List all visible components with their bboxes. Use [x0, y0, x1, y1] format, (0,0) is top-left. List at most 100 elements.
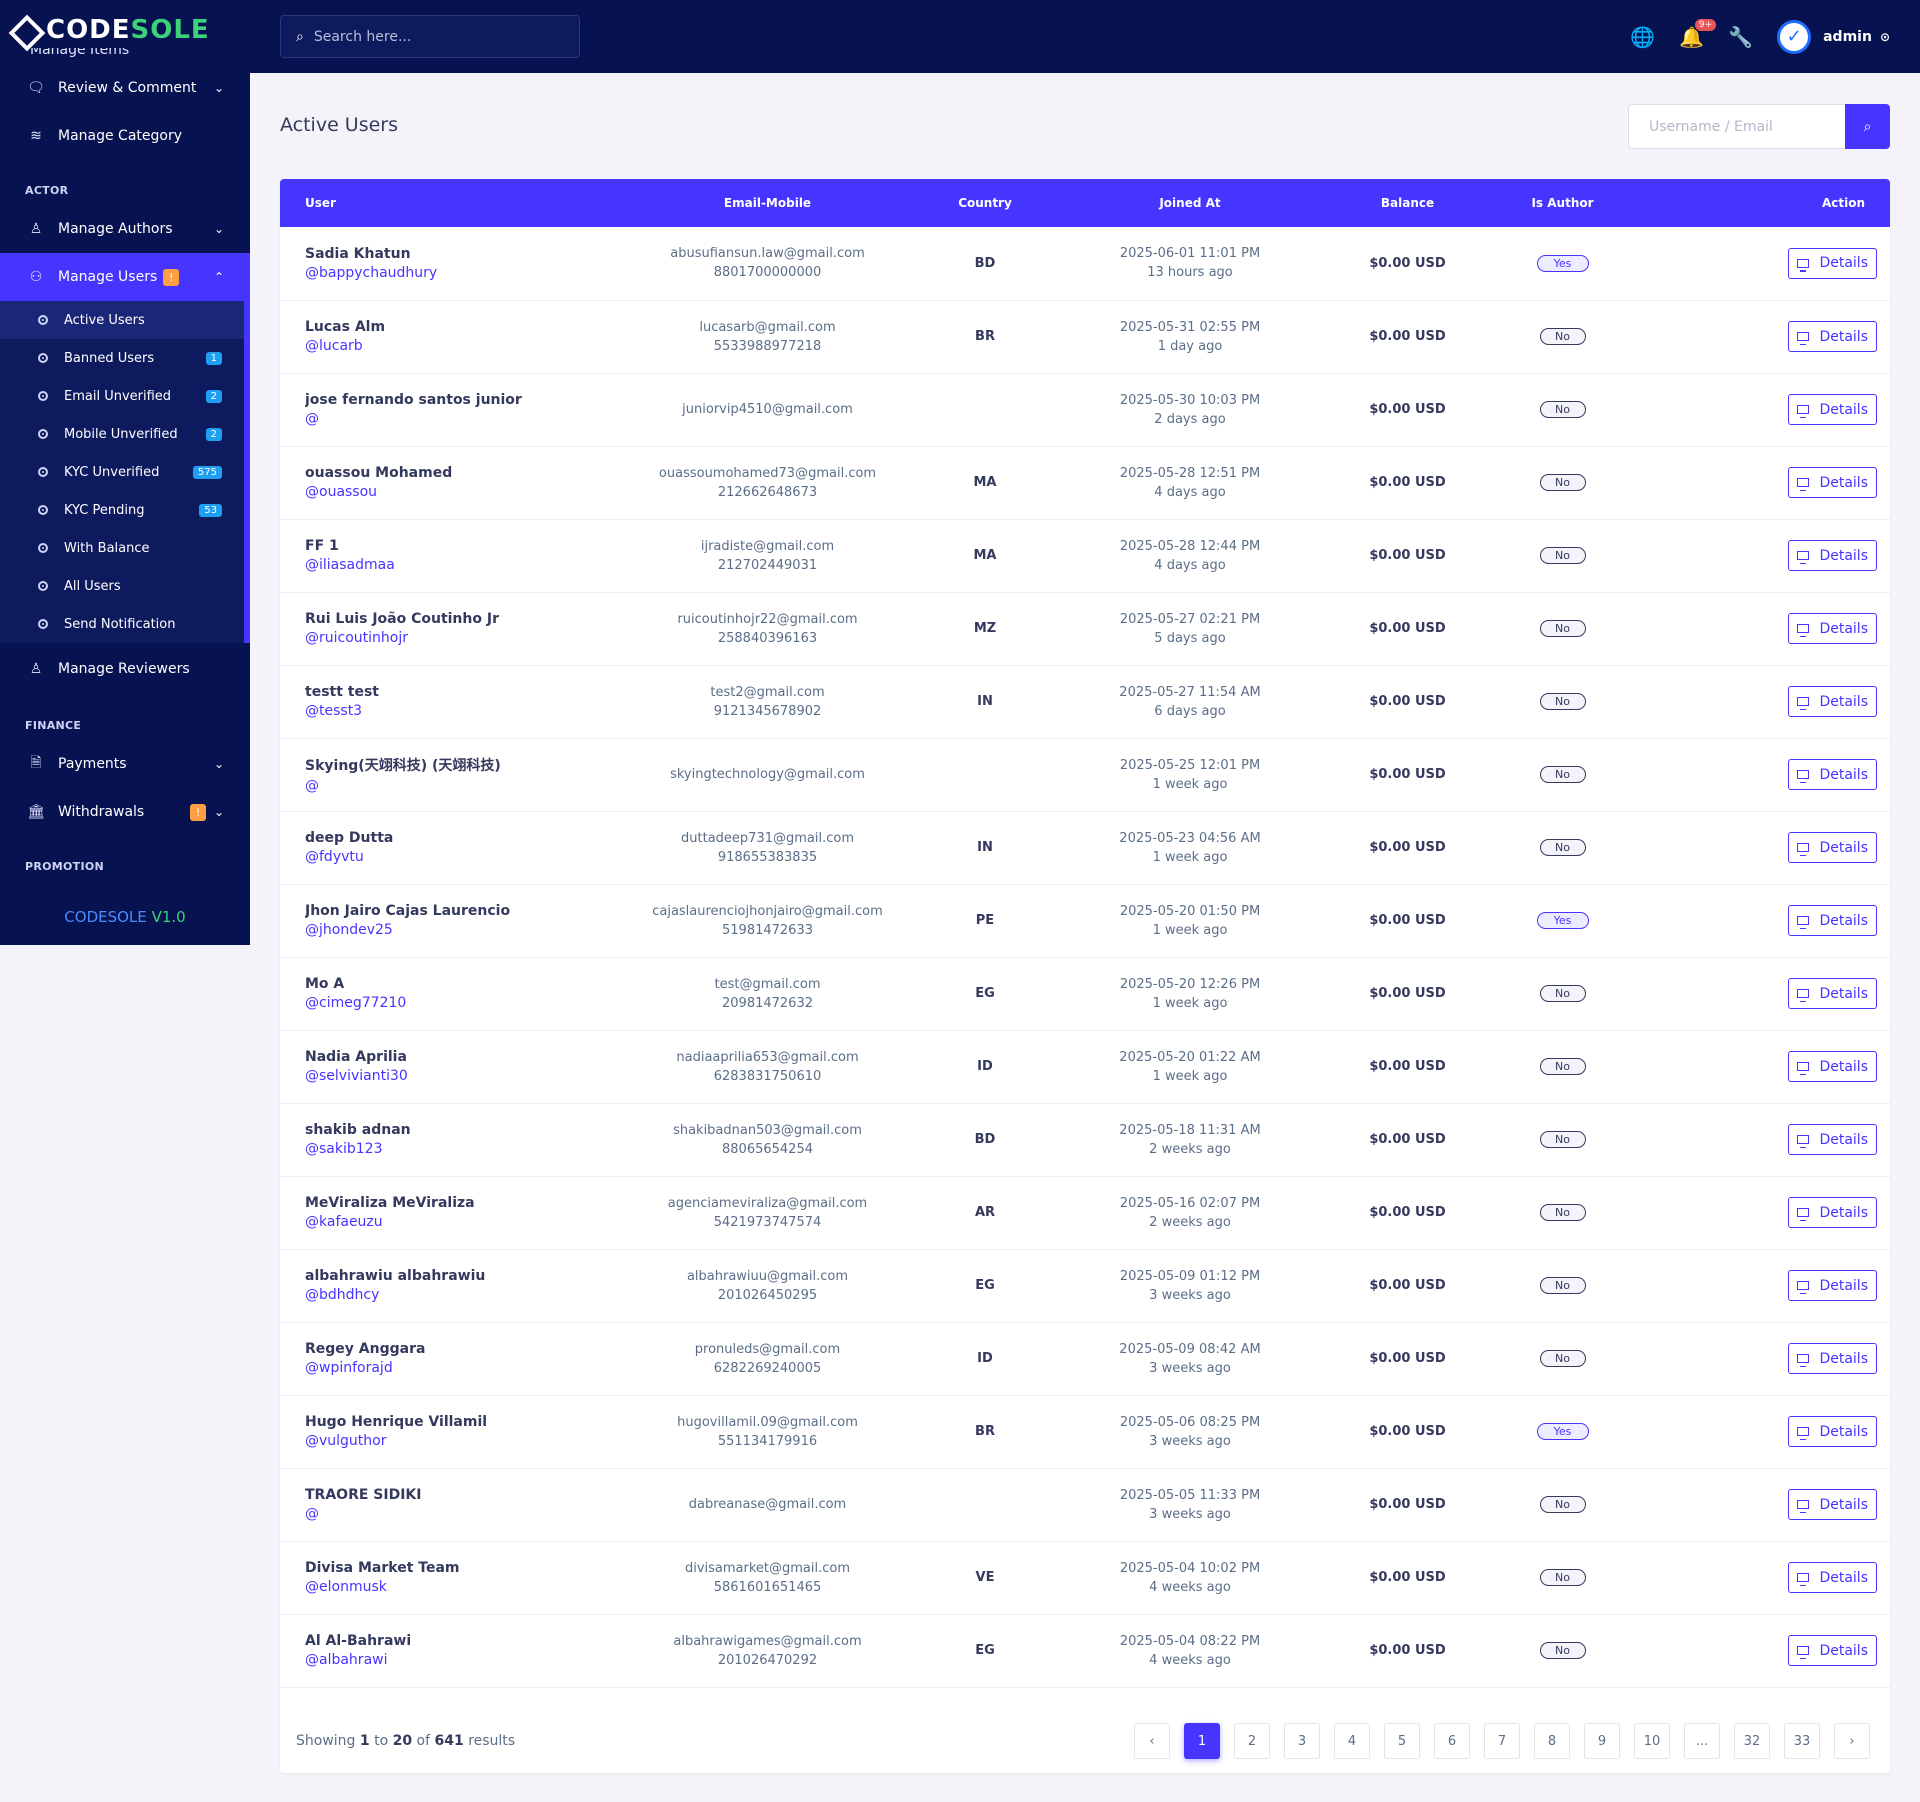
details-button[interactable]: Details [1788, 759, 1877, 790]
balance-cell: $0.00 USD [1369, 548, 1446, 563]
table-row: Rui Luis João Coutinho Jr @ruicoutinhojr… [280, 592, 1890, 665]
submenu-item-banned-users[interactable]: Banned Users 1 [0, 339, 244, 377]
desktop-icon [1797, 332, 1810, 345]
user-handle-link[interactable]: @selvivianti30 [305, 1068, 408, 1084]
details-button[interactable]: Details [1788, 467, 1877, 498]
details-label: Details [1819, 1496, 1868, 1513]
details-button[interactable]: Details [1788, 978, 1877, 1009]
sidebar-item-manage-authors[interactable]: ♙ Manage Authors ⌄ [0, 205, 250, 253]
details-button[interactable]: Details [1788, 1124, 1877, 1155]
user-handle-link[interactable]: @elonmusk [305, 1579, 387, 1595]
user-handle-link[interactable]: @wpinforajd [305, 1360, 393, 1376]
details-button[interactable]: Details [1788, 1562, 1877, 1593]
user-name: Nadia Aprilia [305, 1049, 407, 1065]
submenu-item-send-notification[interactable]: Send Notification [0, 605, 244, 643]
results-summary: Showing 1 to 20 of 641 results [296, 1733, 515, 1749]
globe-icon[interactable]: 🌐 [1630, 24, 1656, 49]
details-button[interactable]: Details [1788, 321, 1877, 352]
user-search-input[interactable] [1628, 104, 1845, 149]
details-label: Details [1819, 839, 1868, 856]
email-mobile-cell: cajaslaurenciojhonjairo@gmail.com 519814… [610, 884, 925, 957]
sidebar-item-manage-category[interactable]: ≋ Manage Category [0, 112, 250, 160]
user-email: abusufiansun.law@gmail.com [670, 246, 865, 262]
submenu-item-active-users[interactable]: Active Users [0, 301, 244, 339]
user-handle-link[interactable]: @iliasadmaa [305, 557, 395, 573]
version-number: V1.0 [151, 908, 186, 926]
details-button[interactable]: Details [1788, 1197, 1877, 1228]
user-handle-link[interactable]: @bappychaudhury [305, 264, 438, 281]
user-handle-link[interactable]: @jhondev25 [305, 922, 393, 938]
author-status-badge: No [1539, 839, 1586, 856]
page-button-8[interactable]: 8 [1534, 1723, 1570, 1759]
user-handle-link[interactable]: @lucarb [305, 338, 363, 354]
user-handle-link[interactable]: @fdyvtu [305, 849, 364, 865]
details-button[interactable]: Details [1788, 1343, 1877, 1374]
joined-date: 2025-05-25 12:01 PM [1119, 757, 1261, 773]
page-button-2[interactable]: 2 [1234, 1723, 1270, 1759]
page-button-32[interactable]: 32 [1734, 1723, 1770, 1759]
joined-ago: 1 week ago [1152, 849, 1228, 865]
next-page-button[interactable]: › [1834, 1723, 1870, 1759]
sidebar-item-payments[interactable]: 🗎 Payments ⌄ [0, 740, 250, 788]
sidebar-item-review-comment[interactable]: 🗨 Review & Comment ⌄ [0, 64, 250, 112]
page-button-10[interactable]: 10 [1634, 1723, 1670, 1759]
details-button[interactable]: Details [1788, 540, 1877, 571]
admin-menu[interactable]: ✓ admin ⊙ [1777, 19, 1890, 54]
submenu-item-email-unverified[interactable]: Email Unverified 2 [0, 377, 244, 415]
count-badge: 575 [192, 465, 222, 479]
user-handle-link[interactable]: @ouassou [305, 484, 378, 500]
page-button-33[interactable]: 33 [1784, 1723, 1820, 1759]
sidebar-item-manage-items[interactable]: Manage Items [0, 48, 250, 64]
page-button-5[interactable]: 5 [1384, 1723, 1420, 1759]
user-handle-link[interactable]: @tesst3 [305, 703, 363, 719]
user-handle-link[interactable]: @vulguthor [305, 1433, 387, 1449]
user-handle-link[interactable]: @ [305, 411, 319, 427]
user-handle-link[interactable]: @ruicoutinhojr [305, 630, 408, 646]
page-button-1[interactable]: 1 [1184, 1723, 1220, 1759]
submenu-item-kyc-pending[interactable]: KYC Pending 53 [0, 491, 244, 529]
user-handle-link[interactable]: @kafaeuzu [305, 1214, 383, 1230]
submenu-item-kyc-unverified[interactable]: KYC Unverified 575 [0, 453, 244, 491]
details-button[interactable]: Details [1788, 905, 1877, 936]
user-handle-link[interactable]: @sakib123 [305, 1141, 383, 1157]
user-search-button[interactable]: ⌕ [1845, 104, 1890, 149]
page-button-7[interactable]: 7 [1484, 1723, 1520, 1759]
user-handle-link[interactable]: @ [305, 1506, 319, 1522]
brand-logo[interactable]: CODE SOLE [0, 0, 250, 60]
prev-page-button[interactable]: ‹ [1134, 1723, 1170, 1759]
details-button[interactable]: Details [1788, 832, 1877, 863]
is-author-cell: Yes [1480, 1395, 1645, 1468]
submenu-item-with-balance[interactable]: With Balance [0, 529, 244, 567]
page-button-9[interactable]: 9 [1584, 1723, 1620, 1759]
page-button-4[interactable]: 4 [1334, 1723, 1370, 1759]
wrench-icon[interactable]: 🔧 [1728, 24, 1754, 49]
details-button[interactable]: Details [1788, 613, 1877, 644]
details-button[interactable]: Details [1788, 394, 1877, 425]
email-mobile-cell: skyingtechnology@gmail.com [610, 738, 925, 811]
is-author-cell: No [1480, 373, 1645, 446]
user-handle-link[interactable]: @cimeg77210 [305, 995, 407, 1011]
sidebar-item-manage-users[interactable]: ⚇ Manage Users ! ⌃ [0, 253, 250, 301]
details-button[interactable]: Details [1788, 1416, 1877, 1447]
sidebar-item-manage-reviewers[interactable]: ♙ Manage Reviewers [0, 643, 250, 695]
submenu-item-all-users[interactable]: All Users [0, 567, 244, 605]
details-button[interactable]: Details [1788, 686, 1877, 717]
details-button[interactable]: Details [1788, 1489, 1877, 1520]
page-button-6[interactable]: 6 [1434, 1723, 1470, 1759]
global-search-input[interactable]: ⌕ Search here... [280, 15, 580, 58]
bell-icon[interactable]: 🔔 9+ [1679, 18, 1717, 49]
user-handle-link[interactable]: @ [305, 778, 319, 794]
sidebar-item-withdrawals[interactable]: 🏛 Withdrawals ! ⌄ [0, 788, 250, 836]
details-button[interactable]: Details [1788, 247, 1877, 279]
submenu-item-mobile-unverified[interactable]: Mobile Unverified 2 [0, 415, 244, 453]
joined-ago: 13 hours ago [1147, 265, 1233, 281]
sidebar-item-label: Review & Comment [58, 80, 197, 96]
user-handle-link[interactable]: @bdhdhcy [305, 1287, 380, 1303]
page-button-3[interactable]: 3 [1284, 1723, 1320, 1759]
user-cell: Sadia Khatun @bappychaudhury [280, 227, 610, 300]
user-handle-link[interactable]: @albahrawi [305, 1652, 388, 1668]
action-cell: Details [1645, 738, 1890, 811]
details-button[interactable]: Details [1788, 1051, 1877, 1082]
details-button[interactable]: Details [1788, 1635, 1877, 1666]
details-button[interactable]: Details [1788, 1270, 1877, 1301]
